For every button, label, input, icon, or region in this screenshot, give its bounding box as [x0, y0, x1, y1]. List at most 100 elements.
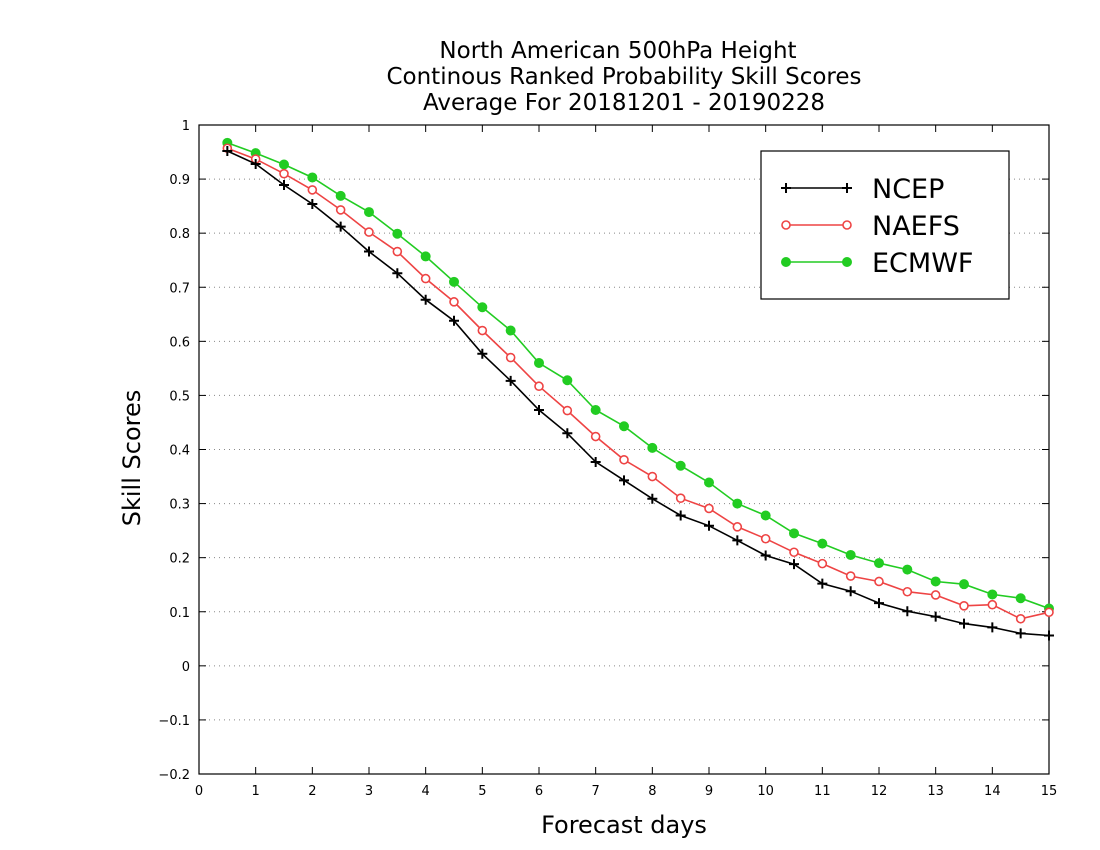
- legend-item-ncep: NCEP: [781, 174, 944, 205]
- series-ecmwf: [222, 137, 1054, 614]
- y-tick-label: 0.1: [169, 606, 190, 621]
- data-point: [619, 475, 629, 486]
- data-point: [1015, 613, 1026, 624]
- y-tick-label: −0.1: [158, 714, 190, 729]
- data-point: [279, 180, 289, 191]
- data-point: [534, 381, 544, 392]
- data-point: [789, 559, 799, 570]
- grid-lines: [199, 178, 1049, 721]
- chart-title-line-3: Average For 20181201 - 20190228: [423, 90, 825, 116]
- data-point: [647, 471, 658, 482]
- x-tick-label: 10: [757, 784, 774, 799]
- data-point: [420, 294, 431, 305]
- y-tick-label: 0.5: [169, 389, 190, 404]
- x-tick-label: 14: [984, 784, 1001, 799]
- data-point: [392, 268, 403, 279]
- y-tick-label: −0.2: [158, 768, 190, 783]
- series-line: [227, 142, 1050, 610]
- data-point: [874, 558, 884, 569]
- data-point: [930, 611, 941, 622]
- data-point: [732, 522, 743, 532]
- data-point: [704, 503, 714, 514]
- data-point: [335, 205, 346, 215]
- data-point: [874, 598, 884, 609]
- y-tick-label: 0.9: [169, 173, 190, 188]
- data-point: [505, 325, 516, 336]
- y-tick-label: 0.6: [169, 335, 190, 350]
- legend-item-ecmwf: ECMWF: [781, 248, 973, 279]
- data-point: [760, 550, 771, 561]
- data-point: [675, 460, 686, 471]
- data-point: [845, 586, 856, 597]
- data-point: [307, 198, 318, 209]
- data-point: [704, 477, 714, 488]
- data-point: [392, 228, 403, 239]
- x-tick-label: 5: [478, 784, 486, 799]
- data-point: [675, 493, 686, 503]
- chart-title: North American 500hPa Height Continous R…: [386, 38, 861, 116]
- data-point: [1044, 630, 1054, 641]
- x-tick-label: 0: [195, 784, 203, 799]
- chart-title-line-1: North American 500hPa Height: [439, 38, 796, 64]
- data-point: [449, 276, 459, 287]
- x-tick-label: 13: [927, 784, 944, 799]
- x-tick-label: 4: [422, 784, 430, 799]
- y-tick-label: 0: [182, 660, 190, 675]
- data-point: [1015, 628, 1026, 639]
- data-point: [732, 535, 743, 546]
- data-point: [781, 257, 791, 267]
- x-tick-label: 7: [592, 784, 600, 799]
- series-layer: [222, 137, 1054, 641]
- data-point: [902, 586, 913, 597]
- data-point: [842, 183, 852, 193]
- series-ncep: [222, 145, 1054, 641]
- x-axis-label: Forecast days: [541, 811, 707, 839]
- data-point: [817, 538, 828, 549]
- data-point: [477, 348, 488, 359]
- data-point: [1044, 607, 1054, 618]
- y-axis-ticks: −0.2 −0.1 0 0.1 0.2 0.3 0.4 0.5 0.6 0.7 0.8 0.9 1: [158, 119, 1049, 783]
- data-point: [562, 405, 573, 416]
- data-point: [1015, 593, 1026, 604]
- y-tick-label: 1: [182, 119, 190, 134]
- x-tick-label: 11: [814, 784, 831, 799]
- y-tick-label: 0.3: [169, 498, 190, 513]
- data-point: [675, 510, 686, 521]
- x-tick-label: 6: [535, 784, 543, 799]
- data-point: [619, 454, 629, 465]
- x-tick-label: 9: [705, 784, 713, 799]
- data-point: [845, 549, 856, 560]
- data-point: [789, 528, 799, 539]
- data-point: [987, 589, 998, 600]
- data-point: [477, 325, 488, 336]
- data-point: [760, 510, 771, 521]
- data-point: [420, 251, 431, 262]
- data-point: [781, 183, 791, 193]
- x-axis-ticks: 0 1 2 3 4 5 6 7 8 9 10 11 12 13 14 15: [195, 125, 1057, 799]
- data-point: [959, 601, 969, 611]
- data-point: [364, 227, 374, 237]
- data-point: [335, 190, 346, 201]
- data-point: [477, 302, 488, 313]
- y-tick-label: 0.2: [169, 552, 190, 567]
- data-point: [930, 590, 941, 600]
- data-point: [590, 431, 601, 442]
- data-point: [874, 576, 884, 587]
- legend-label: ECMWF: [872, 248, 973, 279]
- x-tick-label: 3: [365, 784, 373, 799]
- x-tick-label: 12: [871, 784, 888, 799]
- y-axis-label: Skill Scores: [118, 390, 146, 527]
- data-point: [760, 533, 771, 544]
- legend-item-naefs: NAEFS: [781, 211, 960, 242]
- data-point: [902, 606, 913, 617]
- data-point: [789, 547, 799, 558]
- data-point: [704, 520, 714, 531]
- data-point: [250, 158, 261, 169]
- y-tick-label: 0.4: [169, 444, 190, 459]
- data-point: [364, 207, 374, 218]
- data-point: [590, 456, 601, 467]
- y-tick-label: 0.7: [169, 281, 190, 296]
- data-point: [842, 257, 852, 267]
- data-point: [781, 220, 791, 230]
- data-point: [619, 421, 629, 432]
